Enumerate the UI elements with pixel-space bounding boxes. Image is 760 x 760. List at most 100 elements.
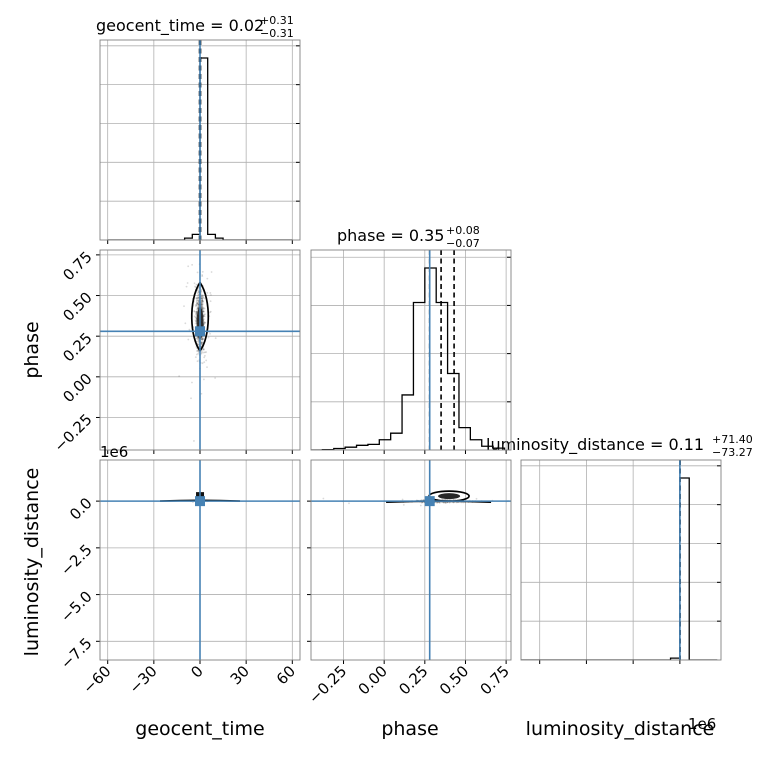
- scatter-point: [196, 302, 199, 304]
- x-tick-label: 30: [227, 662, 253, 688]
- scatter-point: [201, 300, 204, 303]
- scatter-point: [348, 502, 350, 505]
- title-luminosity-distance: luminosity_distance = 0.11: [486, 435, 704, 455]
- x-tick-label: 0: [187, 662, 206, 681]
- panel-frame: [99, 39, 301, 241]
- scatter-point: [197, 304, 200, 306]
- scatter-point: [194, 316, 197, 319]
- scatter-point: [201, 275, 204, 278]
- scatter-point: [196, 297, 199, 300]
- plot-area: [107, 40, 293, 240]
- scatter-point: [195, 312, 198, 315]
- scatter-point: [200, 301, 203, 304]
- offset-text-ldist-y: 1e6: [100, 443, 128, 461]
- scatter-point: [201, 297, 203, 300]
- scatter-point: [201, 306, 203, 309]
- scatter-point: [203, 321, 206, 324]
- plot-area: [100, 250, 300, 450]
- scatter-point: [197, 339, 200, 341]
- title-geocent-time-minus: −0.31: [260, 27, 294, 40]
- y-tick-label: 0.0: [66, 494, 96, 524]
- title-luminosity-distance-minus: −73.27: [712, 446, 753, 459]
- scatter-point: [201, 338, 204, 341]
- panel-frame: [520, 459, 722, 661]
- scatter-point: [197, 296, 200, 299]
- scatter-point: [202, 348, 205, 350]
- scatter-point: [201, 299, 204, 302]
- scatter-point: [205, 359, 208, 362]
- scatter-point: [201, 299, 203, 302]
- panel-luminosity-distance-vs-phase: −0.25 0.00 0.25 0.50 0.75: [305, 459, 513, 707]
- scatter-point: [197, 343, 199, 346]
- scatter-point: [197, 303, 200, 306]
- scatter-point: [196, 271, 199, 274]
- scatter-point: [200, 303, 203, 306]
- truth-marker: [195, 496, 205, 507]
- scatter-point: [196, 342, 199, 345]
- scatter-point: [205, 351, 208, 353]
- scatter-point: [202, 337, 205, 340]
- y-tick-label: −2.5: [57, 541, 95, 579]
- scatter-point: [322, 497, 325, 500]
- panel-frame: [99, 459, 301, 661]
- scatter-point: [195, 311, 198, 313]
- scatter-point: [197, 290, 200, 293]
- scatter-point: [197, 340, 200, 343]
- scatter-point: [203, 356, 206, 359]
- scatter-point: [444, 501, 447, 504]
- title-luminosity-distance-plus: +71.40: [712, 433, 753, 446]
- scatter-point: [197, 341, 200, 344]
- scatter-point: [201, 295, 204, 297]
- y-tick-label: −0.25: [50, 410, 95, 455]
- scatter-point: [193, 310, 196, 312]
- title-phase-minus: −0.07: [446, 237, 480, 250]
- scatter-point: [196, 296, 199, 299]
- scatter-point: [202, 300, 204, 303]
- scatter-point: [196, 310, 198, 313]
- scatter-point: [193, 440, 195, 442]
- scatter-point: [201, 337, 204, 340]
- panel-frame: [310, 459, 512, 661]
- scatter-point: [201, 300, 204, 303]
- scatter-point: [201, 299, 204, 302]
- scatter-point: [195, 310, 198, 313]
- scatter-point: [214, 377, 217, 379]
- xlabel-phase: phase: [381, 718, 438, 740]
- scatter-point: [201, 337, 204, 340]
- scatter-point: [203, 321, 206, 324]
- scatter-point: [201, 303, 204, 306]
- scatter-point: [200, 289, 203, 291]
- scatter-point: [201, 298, 204, 301]
- scatter-point: [200, 303, 203, 306]
- scatter-point: [200, 304, 203, 306]
- panel-luminosity-distance-vs-geocent-time: −60 −30 0 30 60 −7.5 −5.0 −2.5 0.0: [57, 459, 301, 697]
- scatter-point: [200, 297, 203, 300]
- scatter-point: [195, 337, 198, 340]
- x-tick-label: −60: [79, 662, 114, 697]
- scatter-point: [209, 310, 212, 313]
- scatter-point: [203, 307, 206, 310]
- scatter-point: [200, 295, 203, 298]
- y-tick-label: 0.25: [59, 329, 95, 365]
- scatter-point: [202, 378, 205, 381]
- grid: [311, 250, 511, 450]
- scatter-point: [200, 341, 203, 344]
- scatter-point: [201, 307, 204, 310]
- scatter-point: [193, 315, 196, 318]
- x-tick-label: 60: [273, 662, 299, 688]
- scatter-point: [195, 353, 198, 356]
- scatter-point: [186, 282, 189, 284]
- scatter-point: [195, 311, 198, 314]
- plot-area: [311, 460, 511, 660]
- scatter-point: [402, 503, 405, 506]
- scatter-point: [200, 301, 203, 304]
- scatter-point: [207, 336, 210, 339]
- scatter-point: [197, 289, 199, 292]
- scatter-point: [202, 313, 205, 316]
- scatter-points: [178, 263, 217, 442]
- scatter-point: [201, 305, 203, 308]
- scatter-point: [196, 302, 199, 305]
- scatter-point: [209, 332, 211, 335]
- scatter-point: [197, 349, 200, 352]
